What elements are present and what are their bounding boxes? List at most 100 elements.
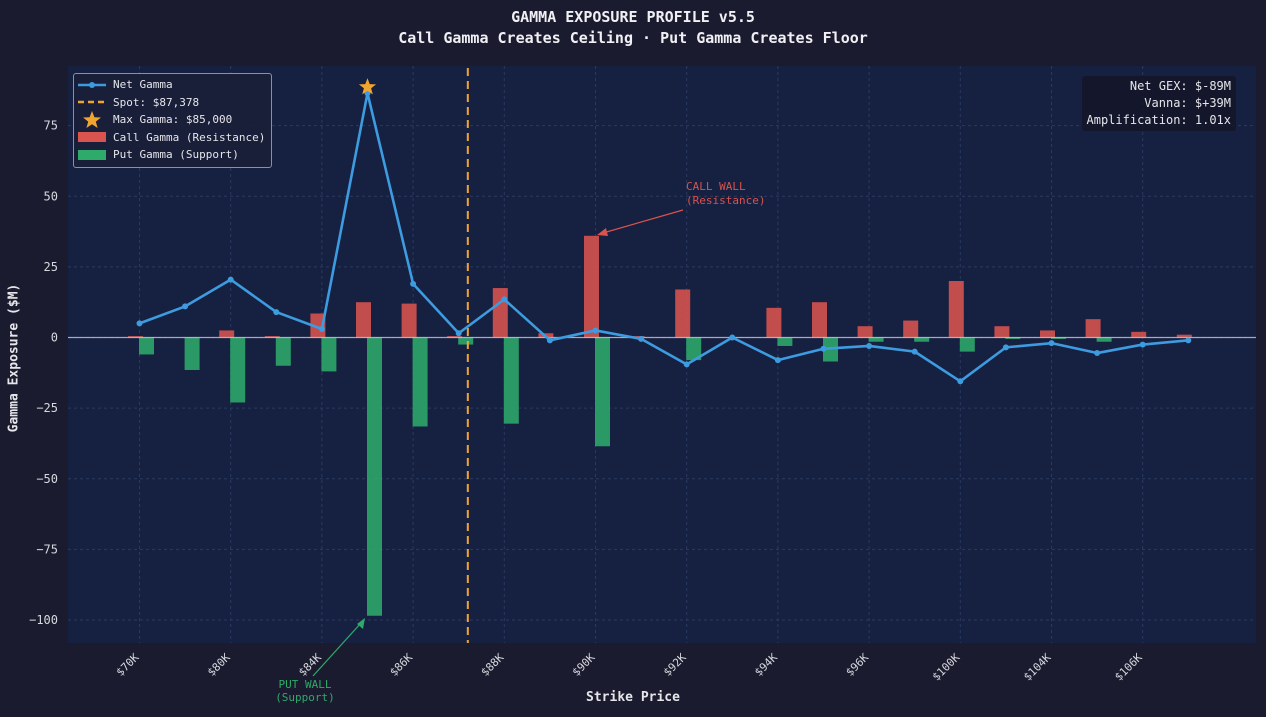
legend-label-put: Put Gamma (Support) bbox=[113, 148, 239, 162]
put-gamma-bar bbox=[139, 337, 154, 355]
legend: Net Gamma Spot: $87,378 Max Gamma: $85,0… bbox=[73, 73, 272, 168]
net-gamma-point bbox=[957, 378, 964, 385]
call-gamma-bar bbox=[447, 336, 463, 338]
net-gamma-point bbox=[820, 345, 827, 352]
chart-subtitle: Call Gamma Creates Ceiling · Put Gamma C… bbox=[398, 29, 868, 47]
y-axis-ticks: 75 50 25 0 −25 −50 −75 −100 bbox=[29, 119, 58, 627]
net-gamma-point bbox=[182, 303, 189, 310]
call-wall-label: CALL WALL bbox=[686, 180, 746, 193]
x-tick-label: $90K bbox=[570, 651, 598, 679]
net-gamma-point bbox=[1185, 337, 1192, 344]
call-wall-arrowhead bbox=[597, 228, 608, 236]
call-wall-sublabel: (Resistance) bbox=[686, 194, 765, 207]
call-gamma-bar bbox=[264, 336, 280, 338]
net-gamma-point bbox=[1002, 344, 1009, 351]
put-gamma-bar bbox=[1096, 337, 1112, 342]
y-tick-label: 25 bbox=[44, 260, 58, 274]
call-gamma-bar bbox=[1085, 319, 1101, 338]
x-tick-label: $86K bbox=[387, 651, 415, 679]
stats-box: Net GEX: $-89M Vanna: $+39M Amplificatio… bbox=[1081, 76, 1236, 131]
x-tick-label: $100K bbox=[930, 651, 963, 684]
call-wall-arrow bbox=[602, 209, 684, 234]
net-gamma-point bbox=[729, 334, 736, 341]
put-gamma-bar bbox=[868, 337, 884, 342]
net-gamma-point bbox=[501, 296, 508, 303]
put-wall-arrowhead bbox=[357, 618, 365, 629]
net-gamma-point bbox=[227, 276, 234, 283]
x-tick-label: $104K bbox=[1021, 651, 1054, 684]
legend-item-call: Call Gamma (Resistance) bbox=[74, 129, 271, 147]
legend-label-spot: Spot: $87,378 bbox=[113, 95, 200, 109]
x-axis-label: Strike Price bbox=[586, 690, 680, 705]
net-gamma-point bbox=[410, 280, 417, 287]
call-gamma-bar bbox=[492, 288, 508, 338]
call-gamma-bar bbox=[401, 303, 417, 338]
net-gamma-point bbox=[1139, 341, 1146, 348]
net-gamma-point bbox=[136, 320, 143, 327]
put-gamma-bar bbox=[503, 337, 519, 424]
call-gamma-bar bbox=[948, 281, 964, 338]
legend-label-net: Net Gamma bbox=[113, 78, 173, 92]
y-tick-label: 50 bbox=[44, 189, 58, 203]
net-gamma-point bbox=[638, 335, 645, 342]
call-gamma-bar bbox=[812, 302, 827, 338]
call-gamma-bar bbox=[1176, 334, 1192, 338]
star-icon bbox=[77, 110, 107, 128]
call-gamma-bar bbox=[1040, 330, 1055, 338]
put-gamma-bar bbox=[275, 337, 291, 366]
put-gamma-bar bbox=[458, 337, 474, 345]
x-tick-label: $84K bbox=[296, 651, 324, 679]
net-gamma-point bbox=[546, 337, 553, 344]
y-axis-label: Gamma Exposure ($M) bbox=[6, 283, 22, 433]
call-gamma-bar bbox=[903, 320, 919, 338]
call-gamma-bar bbox=[675, 289, 691, 338]
amplification-stat: Amplification: 1.01x bbox=[1086, 113, 1232, 127]
vanna-stat: Vanna: $+39M bbox=[1144, 96, 1231, 110]
legend-item-spot: Spot: $87,378 bbox=[74, 94, 271, 112]
put-gamma-bar bbox=[959, 337, 975, 352]
call-gamma-bar bbox=[584, 235, 599, 338]
call-gamma-bar bbox=[219, 330, 235, 338]
call-gamma-bar bbox=[629, 336, 645, 338]
y-tick-label: −25 bbox=[36, 401, 58, 415]
put-wall-arrow bbox=[312, 622, 362, 677]
put-gamma-bar bbox=[367, 337, 382, 616]
x-tick-label: $96K bbox=[843, 651, 871, 679]
annotations: CALL WALL (Resistance) PUT WALL (Support… bbox=[275, 180, 765, 704]
net-gamma-point bbox=[455, 330, 462, 337]
put-gamma-bar bbox=[1051, 337, 1066, 339]
y-tick-label: −100 bbox=[29, 613, 58, 627]
net-gex-stat: Net GEX: $-89M bbox=[1129, 79, 1231, 93]
put-gamma-bar bbox=[686, 337, 702, 361]
put-wall-sublabel: (Support) bbox=[275, 691, 335, 704]
x-tick-label: $106K bbox=[1112, 651, 1145, 684]
call-gamma-bar bbox=[857, 326, 873, 338]
put-gamma-bar bbox=[1005, 337, 1021, 339]
net-gamma-point bbox=[774, 357, 781, 364]
call-gamma-bar bbox=[128, 336, 143, 338]
net-gamma-point bbox=[273, 309, 280, 316]
net-gamma-polyline bbox=[139, 91, 1189, 383]
max-gamma-star-icon bbox=[358, 78, 377, 95]
y-tick-label: −50 bbox=[36, 472, 58, 486]
net-gamma-point bbox=[318, 326, 325, 333]
x-tick-label: $94K bbox=[752, 651, 780, 679]
net-gamma-point bbox=[911, 348, 918, 355]
call-gamma-bar bbox=[1131, 331, 1147, 338]
put-gamma-bar bbox=[595, 337, 610, 447]
net-gamma-line bbox=[136, 78, 1192, 385]
y-tick-label: 75 bbox=[44, 119, 58, 133]
call-gamma-bar bbox=[994, 326, 1010, 338]
net-gamma-point bbox=[1094, 350, 1101, 357]
y-tick-label: −75 bbox=[36, 542, 58, 556]
put-gamma-bar bbox=[230, 337, 246, 403]
x-tick-label: $88K bbox=[478, 651, 506, 679]
bars bbox=[128, 235, 1192, 616]
y-tick-label: 0 bbox=[51, 331, 58, 345]
legend-label-max: Max Gamma: $85,000 bbox=[113, 113, 233, 127]
x-tick-label: $92K bbox=[661, 651, 689, 679]
x-tick-label: $70K bbox=[114, 651, 142, 679]
legend-item-max: Max Gamma: $85,000 bbox=[74, 110, 271, 129]
net-gamma-point bbox=[866, 342, 873, 349]
call-gamma-bar bbox=[766, 307, 782, 338]
